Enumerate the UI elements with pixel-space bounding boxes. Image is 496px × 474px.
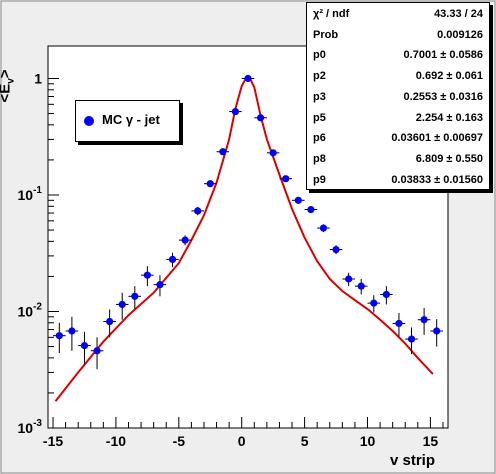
- stats-key: χ² / ndf: [313, 8, 350, 20]
- x-tick-label: 15: [423, 433, 439, 449]
- data-point: [118, 300, 126, 309]
- y-tick-label: 10-3: [18, 418, 43, 436]
- data-point: [420, 316, 428, 324]
- data-point: [93, 347, 101, 355]
- legend: MC γ - jet: [75, 100, 180, 142]
- x-axis-label: v strip: [390, 452, 436, 469]
- data-point: [168, 255, 177, 263]
- data-point: [395, 319, 403, 328]
- data-point: [319, 224, 328, 232]
- stats-row: p0 0.7001 ± 0.0586: [313, 45, 483, 65]
- data-points-group: [53, 74, 443, 370]
- data-point: [282, 175, 290, 183]
- data-point: [269, 149, 277, 157]
- data-point: [382, 290, 390, 299]
- stats-row: p2 0.692 ± 0.061: [313, 66, 483, 86]
- data-point: [244, 74, 252, 83]
- data-point: [332, 245, 340, 254]
- data-point: [131, 292, 139, 300]
- legend-label: MC γ - jet: [102, 112, 160, 127]
- data-point: [370, 299, 378, 307]
- y-axis-label: <Ev>: [0, 69, 17, 103]
- stats-key: p3: [313, 90, 326, 103]
- stats-row: p3 0.2553 ± 0.0316: [313, 87, 483, 107]
- data-point: [55, 332, 63, 340]
- stats-value: 0.03833 ± 0.01560: [391, 173, 483, 186]
- stats-row: p8 6.809 ± 0.550: [313, 149, 483, 169]
- data-point: [194, 207, 202, 215]
- stats-row: p6 0.03601 ± 0.00697: [313, 128, 483, 148]
- x-tick-label: 5: [301, 433, 309, 449]
- stats-value: 0.009126: [437, 28, 483, 41]
- stats-value: 6.809 ± 0.550: [415, 152, 483, 165]
- y-tick-label: 10-1: [18, 185, 43, 203]
- fit-curve: [54, 76, 434, 402]
- stats-row: χ² / ndf 43.33 / 24: [313, 4, 483, 24]
- data-point: [357, 282, 365, 290]
- stats-value: 0.7001 ± 0.0586: [403, 49, 483, 62]
- stats-row: p9 0.03833 ± 0.01560: [313, 170, 483, 190]
- data-point: [231, 107, 240, 116]
- stats-value: 0.692 ± 0.061: [415, 70, 483, 83]
- stats-key: p6: [313, 132, 326, 145]
- data-point: [433, 327, 441, 335]
- stats-key: p8: [313, 152, 326, 165]
- stats-row: Prob 0.009126: [313, 25, 483, 45]
- axes: -15 -10 -5 0 5 10 15 10-3 10-2 10-1 1: [18, 70, 444, 449]
- data-point: [181, 236, 189, 244]
- stats-key: p0: [313, 49, 326, 62]
- y-tick-label: 1: [34, 70, 42, 86]
- x-tick-label: 0: [238, 433, 246, 449]
- stats-key: p2: [313, 70, 326, 83]
- fit-curve-group: [54, 76, 434, 402]
- x-tick-label: -10: [106, 433, 126, 449]
- data-point: [219, 148, 227, 156]
- stats-value: 43.33 / 24: [434, 8, 483, 20]
- fit-stats-box: χ² / ndf 43.33 / 24 Prob 0.009126 p0 0.7001 ±…: [306, 2, 490, 190]
- data-point: [307, 205, 315, 214]
- stats-key: p9: [313, 173, 326, 186]
- data-point: [294, 196, 302, 204]
- x-tick-label: -5: [173, 433, 186, 449]
- data-point: [256, 114, 265, 122]
- data-point: [80, 341, 89, 350]
- stats-value: 0.03601 ± 0.00697: [391, 132, 483, 145]
- x-tick-label: 10: [360, 433, 376, 449]
- stats-row: p5 2.254 ± 0.163: [313, 108, 483, 128]
- data-point: [206, 180, 214, 188]
- data-point: [345, 275, 353, 283]
- legend-marker: [84, 116, 94, 126]
- data-point: [143, 271, 151, 279]
- stats-value: 0.2553 ± 0.0316: [403, 90, 483, 103]
- stats-key: Prob: [313, 28, 339, 41]
- data-point: [68, 327, 76, 335]
- stats-key: p5: [313, 111, 326, 124]
- data-point: [407, 335, 416, 343]
- x-tick-label: -15: [43, 433, 63, 449]
- data-point: [156, 281, 164, 289]
- data-point: [106, 317, 114, 326]
- y-tick-label: 10-2: [18, 301, 43, 319]
- stats-value: 2.254 ± 0.163: [415, 111, 483, 124]
